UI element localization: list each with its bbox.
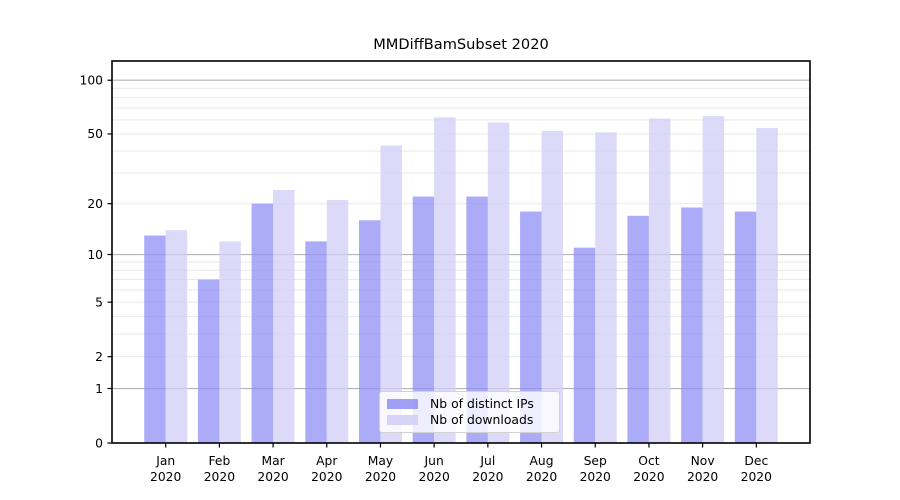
x-tick-label-month: Dec [744, 454, 768, 468]
bar-downloads-sep [595, 132, 617, 444]
bar-distinct-ips-apr [305, 241, 327, 443]
legend-label-downloads: Nb of downloads [430, 411, 534, 427]
y-tick-label: 50 [87, 127, 103, 141]
bar-distinct-ips-oct [627, 215, 649, 443]
bar-distinct-ips-jan [144, 235, 166, 443]
plot-border [111, 60, 811, 444]
bar-distinct-ips-may [358, 220, 381, 443]
bar-downloads-jan [165, 230, 188, 443]
x-tick-label-month: Jun [424, 454, 444, 468]
y-tick-label: 0 [95, 436, 103, 450]
x-tick-label-month: Mar [261, 454, 285, 468]
x-tick-label-month: Sep [584, 454, 607, 468]
bar-distinct-ips-aug [520, 211, 542, 443]
bar-downloads-jun [434, 117, 456, 444]
x-tick-label-year: 2020 [472, 470, 503, 484]
bar-downloads-aug [541, 130, 564, 443]
x-tick-label-year: 2020 [526, 470, 557, 484]
bar-distinct-ips-nov [681, 207, 703, 443]
x-tick-label-year: 2020 [419, 470, 450, 484]
x-tick-label-year: 2020 [580, 470, 611, 484]
legend-item-distinct-ips: Nb of distinct IPs [387, 395, 552, 411]
x-tick-label-year: 2020 [257, 470, 288, 484]
y-tick-label: 20 [87, 197, 103, 211]
x-tick-label-month: Aug [530, 454, 554, 468]
y-tick-label: 10 [87, 248, 103, 262]
legend-swatch-downloads [387, 415, 418, 426]
bar-downloads-feb [219, 241, 241, 443]
legend-swatch-distinct-ips [387, 398, 418, 409]
y-tick-label: 1 [95, 382, 103, 396]
bar-downloads-nov [702, 116, 725, 443]
x-tick-label-year: 2020 [687, 470, 718, 484]
x-tick-label-month: Feb [208, 454, 230, 468]
legend-label-distinct-ips: Nb of distinct IPs [430, 395, 534, 411]
x-tick-label-year: 2020 [633, 470, 664, 484]
chart-title: MMDiffBamSubset 2020 [373, 36, 549, 53]
y-tick-label: 5 [95, 295, 103, 309]
y-tick-label: 2 [95, 350, 103, 364]
bar-distinct-ips-mar [251, 203, 274, 443]
legend: Nb of distinct IPs Nb of downloads [379, 391, 560, 433]
bar-downloads-may [380, 145, 402, 443]
bar-downloads-jul [487, 122, 510, 443]
x-tick-label-month: Jan [155, 454, 175, 468]
legend-item-downloads: Nb of downloads [387, 411, 552, 427]
bar-downloads-oct [648, 118, 671, 444]
bar-downloads-dec [756, 128, 778, 443]
x-tick-label-month: May [368, 454, 393, 468]
x-tick-label-month: Jul [479, 454, 495, 468]
x-tick-label-month: Nov [691, 454, 715, 468]
x-tick-label-year: 2020 [365, 470, 396, 484]
x-tick-label-month: Oct [638, 454, 659, 468]
x-tick-label-year: 2020 [741, 470, 772, 484]
bar-distinct-ips-jun [412, 196, 435, 443]
x-tick-label-year: 2020 [150, 470, 181, 484]
bar-distinct-ips-dec [734, 211, 757, 443]
x-tick-label-month: Apr [316, 454, 338, 468]
x-tick-label-year: 2020 [204, 470, 235, 484]
bar-downloads-mar [273, 189, 295, 443]
bar-distinct-ips-feb [197, 279, 220, 443]
bar-distinct-ips-jul [466, 196, 488, 443]
bar-distinct-ips-sep [573, 247, 596, 443]
x-tick-label-year: 2020 [311, 470, 342, 484]
y-tick-label: 100 [80, 74, 103, 88]
bar-downloads-apr [326, 200, 349, 443]
